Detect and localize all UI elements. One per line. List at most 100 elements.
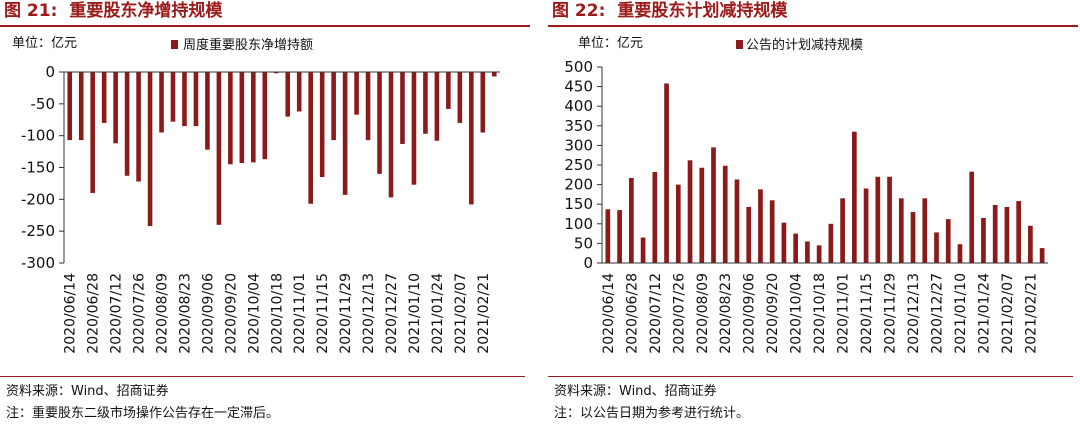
bar [687, 160, 693, 263]
y-tick-label: 200 [564, 176, 593, 194]
bar [262, 72, 268, 160]
bar [228, 72, 233, 165]
bar [78, 72, 84, 141]
x-tick-label: 2020/10/04 [246, 273, 262, 354]
x-tick-label: 2020/12/27 [930, 273, 946, 354]
x-tick-label: 2020/12/27 [384, 273, 400, 354]
unit-label: 单位：亿元 [12, 36, 77, 51]
x-tick-label: 2020/10/18 [812, 273, 828, 354]
y-tick-label: -50 [31, 95, 56, 113]
legend-label: 公告的计划减持规模 [746, 37, 863, 53]
bar [746, 206, 752, 263]
y-tick-label: -300 [21, 254, 55, 272]
bar [124, 72, 130, 176]
y-tick-label: 0 [583, 254, 593, 272]
bar [711, 147, 716, 263]
y-tick-label: 450 [564, 78, 593, 96]
bar [285, 72, 291, 117]
bar [1028, 225, 1033, 263]
bar [1004, 206, 1010, 263]
title-rule [548, 25, 1078, 27]
figure-title: 图 21: 重要股东净增持规模 [4, 0, 234, 22]
bar-chart: 单位：亿元 周度重要股东净增持额 0 -50 -100 -150 -200 -250 -30… [12, 36, 500, 354]
y-tick-label: 350 [564, 117, 593, 135]
x-tick-label: 2020/09/20 [223, 273, 239, 354]
x-tick-label: 2021/01/24 [976, 273, 992, 354]
x-tick-label: 2020/08/23 [718, 273, 734, 354]
bar [216, 72, 222, 225]
x-tick-label: 2020/09/06 [742, 273, 758, 354]
bar [628, 177, 634, 263]
bar [769, 200, 775, 263]
bar [840, 198, 845, 263]
bar [308, 72, 313, 204]
legend-label: 周度重要股东净增持额 [183, 37, 313, 53]
x-tick-label: 2020/07/12 [109, 273, 125, 354]
bar [239, 72, 245, 164]
y-tick-label: -150 [21, 159, 55, 177]
y-tick-label: 100 [564, 215, 593, 233]
bar-chart: 单位：亿元 公告的计划减持规模 500450400350300250200150… [564, 36, 1048, 354]
bar [934, 232, 939, 263]
bar [273, 72, 279, 74]
bar [863, 188, 869, 263]
bar [1016, 201, 1022, 263]
bar [101, 72, 107, 123]
x-tick-label: 2020/09/20 [765, 273, 781, 354]
legend-swatch [736, 40, 743, 49]
chart-panel-left: 图 21: 重要股东净增持规模 单位：亿元 周度重要股东净增持额 0 -50 -100… [0, 0, 530, 426]
bar [113, 72, 118, 144]
bar [446, 72, 451, 109]
x-tick-label: 2020/11/29 [883, 273, 899, 354]
x-tick-label: 2020/11/15 [315, 273, 331, 354]
footer-rule [0, 376, 525, 377]
bar [734, 179, 740, 263]
bar [457, 72, 463, 123]
y-tick-label: 300 [564, 136, 593, 154]
bar [434, 72, 440, 141]
bar [182, 72, 187, 127]
bar [898, 198, 904, 263]
bar [400, 72, 405, 144]
y-tick-label: -250 [21, 222, 55, 240]
bar [491, 72, 497, 77]
bar [887, 176, 892, 263]
figure-title: 图 22: 重要股东计划减持规模 [552, 0, 799, 22]
x-tick-label: 2020/10/18 [269, 273, 285, 354]
x-tick-label: 2020/11/29 [338, 273, 354, 354]
bar [159, 72, 164, 133]
bar [296, 72, 302, 112]
bar [652, 172, 658, 263]
x-tick-label: 2021/02/21 [1023, 273, 1039, 354]
x-tick-label: 2020/07/26 [132, 273, 148, 354]
figure-label: 图 22: [552, 1, 606, 21]
bar [640, 237, 646, 263]
x-tick-label: 2021/02/07 [453, 273, 469, 354]
x-tick-label: 2021/01/10 [953, 273, 969, 354]
y-tick-label: 250 [564, 156, 593, 174]
y-tick-label: 150 [564, 195, 593, 213]
bar [136, 72, 141, 182]
bar [251, 72, 256, 163]
source-text: 资料来源：Wind、招商证券 [554, 384, 717, 399]
bar [1039, 248, 1045, 263]
unit-label: 单位：亿元 [578, 36, 643, 51]
bar [388, 72, 394, 198]
bar [205, 72, 210, 150]
bar [331, 72, 336, 141]
bar [816, 245, 822, 263]
x-tick-label: 2021/02/07 [1000, 273, 1016, 354]
bar [617, 210, 622, 263]
bar [805, 241, 810, 263]
x-tick-label: 2020/12/13 [361, 273, 377, 354]
bar [342, 72, 348, 195]
bar [423, 72, 428, 134]
x-tick-label: 2020/12/13 [906, 273, 922, 354]
bar [354, 72, 359, 115]
y-tick-label: 400 [564, 97, 593, 115]
x-tick-label: 2021/01/10 [407, 273, 423, 354]
bar [945, 219, 951, 263]
note-text: 注：重要股东二级市场操作公告存在一定滞后。 [6, 406, 280, 421]
figure-name: 重要股东净增持规模 [69, 1, 223, 21]
x-tick-label: 2020/06/28 [624, 273, 640, 354]
